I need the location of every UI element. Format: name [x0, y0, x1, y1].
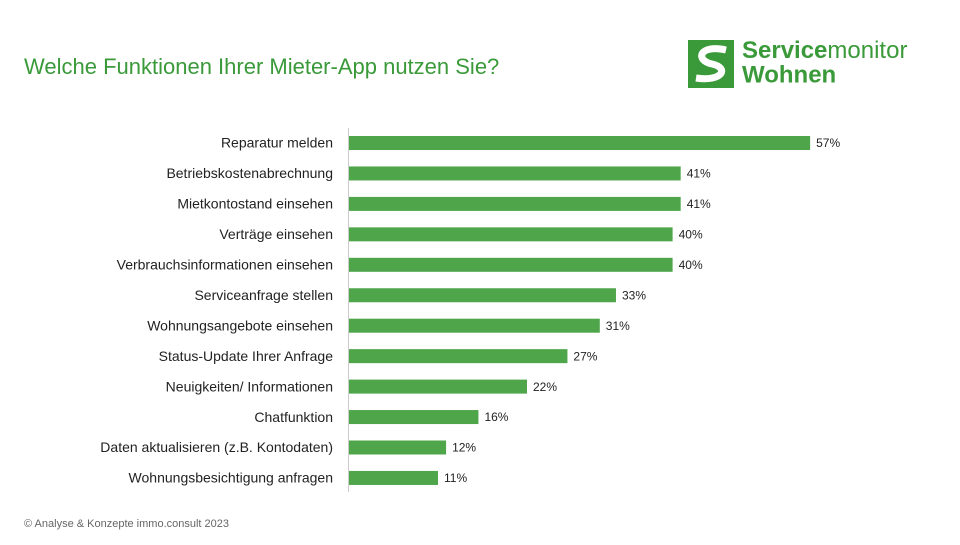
value-label: 16%	[484, 410, 508, 424]
chart-title: Welche Funktionen Ihrer Mieter-App nutze…	[24, 54, 499, 79]
logo-text: Servicemonitor	[742, 37, 907, 64]
logo-part: monitor	[827, 37, 907, 64]
category-label: Wohnungsbesichtigung anfragen	[129, 470, 333, 486]
logo-text: Wohnen	[742, 61, 836, 88]
category-label: Chatfunktion	[254, 409, 333, 425]
bar	[349, 349, 568, 364]
bar	[349, 470, 438, 485]
category-label: Status-Update Ihrer Anfrage	[159, 348, 334, 364]
bar	[349, 166, 681, 181]
value-label: 57%	[816, 136, 840, 150]
logo-part: Service	[742, 37, 827, 64]
bar	[349, 257, 673, 272]
bar	[349, 136, 811, 150]
value-label: 41%	[687, 197, 711, 211]
value-label: 22%	[533, 380, 557, 394]
value-label: 40%	[679, 228, 703, 242]
bar	[349, 227, 673, 242]
category-label: Betriebskostenabrechnung	[166, 165, 333, 181]
category-label: Reparatur melden	[221, 135, 333, 151]
value-label: 27%	[573, 349, 597, 363]
logo-s	[695, 45, 727, 83]
value-label: 33%	[622, 288, 646, 302]
logo: Servicemonitor Wohnen	[688, 37, 907, 88]
bar	[349, 379, 527, 394]
category-label: Wohnungsangebote einsehen	[147, 317, 333, 333]
category-label: Neuigkeiten/ Informationen	[166, 378, 333, 394]
value-label: 12%	[452, 441, 476, 455]
category-label: Serviceanfrage stellen	[194, 287, 333, 303]
value-label: 31%	[606, 319, 630, 333]
bar	[349, 410, 479, 425]
bar	[349, 196, 681, 211]
footer: © Analyse & Konzepte immo.consult 2023	[24, 518, 229, 530]
category-label: Mietkontostand einsehen	[177, 196, 333, 212]
bar	[349, 288, 616, 303]
category-label: Daten aktualisieren (z.B. Kontodaten)	[100, 439, 333, 455]
value-label: 40%	[679, 258, 703, 272]
bar	[349, 440, 447, 455]
bar	[349, 318, 600, 333]
value-label: 41%	[687, 167, 711, 181]
category-label: Verträge einsehen	[219, 226, 333, 242]
category-label: Verbrauchsinformationen einsehen	[117, 257, 333, 273]
value-label: 11%	[444, 471, 467, 485]
